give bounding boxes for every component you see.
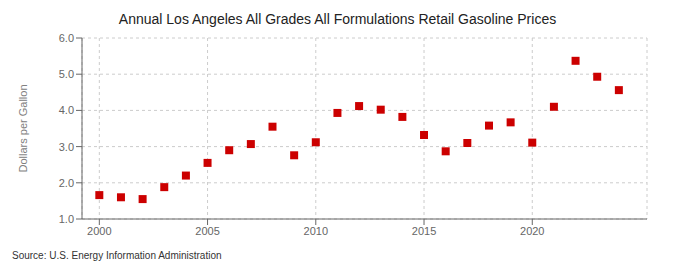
html-text:Source: U.S. Energy Informatio: Source: U.S. Energy Information Administ… <box>12 250 222 261</box>
svg-text:2.0: 2.0 <box>59 177 74 189</box>
svg-text:3.0: 3.0 <box>59 141 74 153</box>
svg-text:Dollars per Gallon: Dollars per Gallon <box>17 84 29 172</box>
svg-text:6.0: 6.0 <box>59 32 74 44</box>
svg-text:2005: 2005 <box>195 225 219 237</box>
svg-text:2010: 2010 <box>304 225 328 237</box>
svg-text:2020: 2020 <box>520 225 544 237</box>
html-text:Annual Los Angeles All Grades: Annual Los Angeles All Grades All Formul… <box>118 11 557 27</box>
svg-text:2000: 2000 <box>87 225 111 237</box>
svg-text:1.0: 1.0 <box>59 213 74 225</box>
svg-text:2015: 2015 <box>412 225 436 237</box>
svg-text:4.0: 4.0 <box>59 104 74 116</box>
svg-text:5.0: 5.0 <box>59 68 74 80</box>
